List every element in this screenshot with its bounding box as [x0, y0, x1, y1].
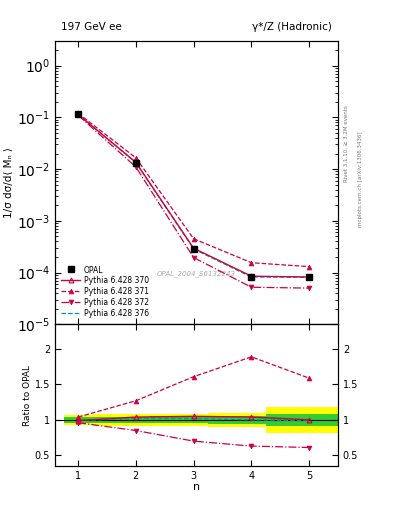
Text: mcplots.cern.ch [arXiv:1306.3436]: mcplots.cern.ch [arXiv:1306.3436]	[358, 132, 363, 227]
X-axis label: n: n	[193, 482, 200, 492]
Text: Rivet 3.1.10, ≥ 3.2M events: Rivet 3.1.10, ≥ 3.2M events	[344, 105, 349, 182]
Legend: OPAL, Pythia 6.428 370, Pythia 6.428 371, Pythia 6.428 372, Pythia 6.428 376: OPAL, Pythia 6.428 370, Pythia 6.428 371…	[59, 263, 151, 321]
Y-axis label: Ratio to OPAL: Ratio to OPAL	[23, 365, 32, 425]
Text: γ*/Z (Hadronic): γ*/Z (Hadronic)	[252, 23, 332, 32]
Text: OPAL_2004_S6132243: OPAL_2004_S6132243	[157, 270, 236, 276]
Text: 197 GeV ee: 197 GeV ee	[61, 23, 121, 32]
Y-axis label: 1/σ dσ/d⟨ Mₙ ⟩: 1/σ dσ/d⟨ Mₙ ⟩	[4, 147, 14, 218]
